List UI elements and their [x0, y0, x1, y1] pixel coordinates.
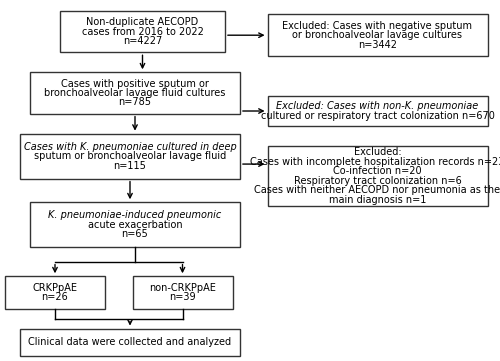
- Text: n=65: n=65: [122, 229, 148, 239]
- Text: Co-infection n=20: Co-infection n=20: [333, 166, 422, 176]
- Bar: [20, 329, 240, 356]
- Text: K. pneumoniae-induced pneumonic: K. pneumoniae-induced pneumonic: [48, 210, 222, 220]
- Bar: [60, 11, 225, 52]
- Text: main diagnosis n=1: main diagnosis n=1: [329, 195, 426, 205]
- Text: n=39: n=39: [169, 292, 196, 302]
- Text: Respiratory tract colonization n=6: Respiratory tract colonization n=6: [294, 176, 462, 186]
- Text: Cases with K. pneumoniae cultured in deep: Cases with K. pneumoniae cultured in dee…: [24, 142, 236, 152]
- Bar: [20, 134, 240, 179]
- Bar: [268, 14, 488, 56]
- Text: Cases with positive sputum or: Cases with positive sputum or: [61, 78, 209, 88]
- Bar: [132, 276, 232, 309]
- Text: n=26: n=26: [42, 292, 68, 302]
- Text: Excluded: Cases with non-K. pneumoniae: Excluded: Cases with non-K. pneumoniae: [276, 101, 478, 111]
- Text: Non-duplicate AECOPD: Non-duplicate AECOPD: [86, 17, 198, 27]
- Text: non-CRKPpAE: non-CRKPpAE: [149, 283, 216, 293]
- Text: bronchoalveolar lavage fluid cultures: bronchoalveolar lavage fluid cultures: [44, 88, 226, 98]
- Bar: [268, 96, 488, 126]
- Text: acute exacerbation: acute exacerbation: [88, 220, 182, 230]
- Text: CRKPpAE: CRKPpAE: [32, 283, 78, 293]
- Text: cultured or respiratory tract colonization n=670: cultured or respiratory tract colonizati…: [260, 111, 494, 121]
- Text: Cases with incomplete hospitalization records n=23: Cases with incomplete hospitalization re…: [250, 157, 500, 167]
- Text: n=3442: n=3442: [358, 40, 397, 50]
- Bar: [30, 202, 240, 247]
- Text: Excluded:: Excluded:: [354, 147, 402, 157]
- Bar: [30, 72, 240, 114]
- Text: Clinical data were collected and analyzed: Clinical data were collected and analyze…: [28, 337, 232, 347]
- Text: sputum or bronchoalveolar lavage fluid: sputum or bronchoalveolar lavage fluid: [34, 151, 226, 161]
- Text: n=115: n=115: [114, 161, 146, 171]
- Text: n=785: n=785: [118, 97, 152, 108]
- Text: cases from 2016 to 2022: cases from 2016 to 2022: [82, 27, 204, 36]
- Text: Excluded: Cases with negative sputum: Excluded: Cases with negative sputum: [282, 21, 472, 31]
- Text: Cases with neither AECOPD nor pneumonia as the: Cases with neither AECOPD nor pneumonia …: [254, 185, 500, 195]
- Text: or bronchoalveolar lavage cultures: or bronchoalveolar lavage cultures: [292, 30, 462, 40]
- Bar: [268, 146, 488, 206]
- Text: n=4227: n=4227: [123, 36, 162, 46]
- Bar: [5, 276, 105, 309]
